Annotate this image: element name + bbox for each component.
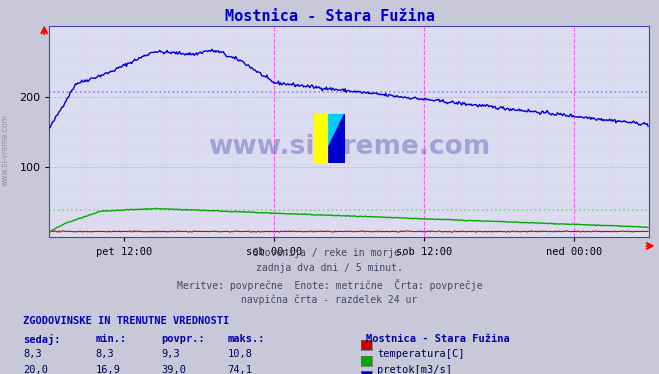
Text: Mostnica - Stara Fužina: Mostnica - Stara Fužina [366,334,509,344]
Polygon shape [329,114,345,163]
Text: sedaj:: sedaj: [23,334,61,344]
Text: 8,3: 8,3 [23,349,42,359]
Text: 20,0: 20,0 [23,365,48,374]
Text: www.si-vreme.com: www.si-vreme.com [1,114,10,186]
Text: www.si-vreme.com: www.si-vreme.com [208,134,490,160]
Text: 9,3: 9,3 [161,349,180,359]
Text: 74,1: 74,1 [227,365,252,374]
Text: temperatura[C]: temperatura[C] [377,349,465,359]
Text: Meritve: povprečne  Enote: metrične  Črta: povprečje: Meritve: povprečne Enote: metrične Črta:… [177,279,482,291]
Text: Slovenija / reke in morje.: Slovenija / reke in morje. [253,248,406,258]
Text: 10,8: 10,8 [227,349,252,359]
Polygon shape [329,114,345,147]
Text: ZGODOVINSKE IN TRENUTNE VREDNOSTI: ZGODOVINSKE IN TRENUTNE VREDNOSTI [23,316,229,326]
Text: min.:: min.: [96,334,127,344]
Text: Mostnica - Stara Fužina: Mostnica - Stara Fužina [225,9,434,24]
Text: povpr.:: povpr.: [161,334,205,344]
Text: 8,3: 8,3 [96,349,114,359]
Bar [313,114,329,163]
Text: pretok[m3/s]: pretok[m3/s] [377,365,452,374]
Text: zadnja dva dni / 5 minut.: zadnja dva dni / 5 minut. [256,263,403,273]
Text: 16,9: 16,9 [96,365,121,374]
Text: maks.:: maks.: [227,334,265,344]
Text: navpična črta - razdelek 24 ur: navpična črta - razdelek 24 ur [241,295,418,305]
Text: 39,0: 39,0 [161,365,186,374]
